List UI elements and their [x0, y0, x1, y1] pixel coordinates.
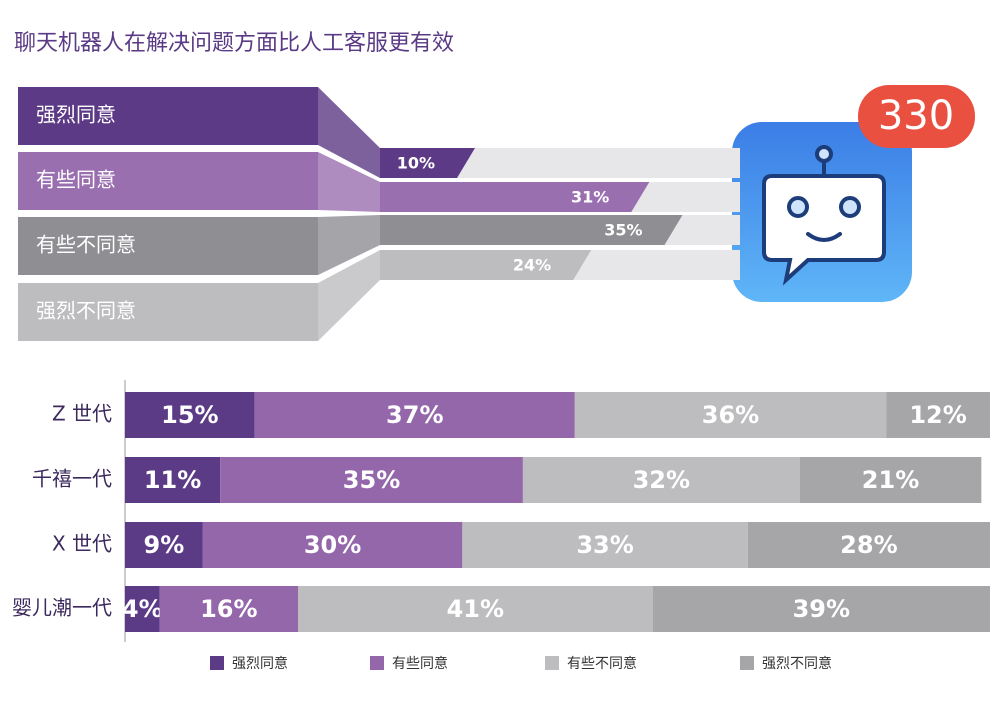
category-box [18, 152, 318, 210]
legend-label: 强烈不同意 [762, 655, 832, 672]
segment [462, 522, 748, 568]
category-label: Z 世代 [52, 402, 112, 426]
bar [380, 148, 475, 178]
robot-mouth [806, 232, 842, 242]
segment [799, 457, 982, 503]
segment [254, 392, 575, 438]
legend-swatch [370, 656, 384, 670]
connector [318, 87, 380, 178]
title: 聊天机器人在解决问题方面比人工客服更有效 [14, 31, 454, 56]
segment-label: 36% [702, 401, 759, 429]
segment-label: 16% [200, 595, 257, 623]
bar [380, 215, 683, 245]
legend-swatch [740, 656, 754, 670]
badge-count: 330 [878, 93, 954, 139]
category-label: 婴儿潮一代 [12, 596, 112, 620]
category-label: 千禧一代 [32, 467, 112, 491]
segment-label: 15% [161, 401, 218, 429]
value-label: 31% [571, 188, 609, 207]
connector [318, 215, 380, 275]
segment-label: 21% [862, 466, 919, 494]
segment [522, 457, 800, 503]
value-label: 10% [397, 154, 435, 173]
segment [202, 522, 463, 568]
segment [220, 457, 523, 503]
category-label: 有些同意 [36, 168, 116, 192]
badge [858, 85, 975, 148]
connector [318, 152, 380, 212]
segment [125, 522, 203, 568]
category-label: 强烈不同意 [36, 299, 136, 323]
segment-label: 30% [304, 531, 361, 559]
category-label: X 世代 [52, 532, 112, 556]
category-box [18, 217, 318, 275]
segment-label: 12% [909, 401, 966, 429]
segment-label: 4% [122, 595, 163, 623]
category-label: 强烈同意 [36, 103, 116, 127]
value-label: 35% [604, 221, 642, 240]
robot-icon [732, 122, 912, 302]
segment-label: 35% [343, 466, 400, 494]
segment [652, 586, 990, 632]
segment-label: 32% [633, 466, 690, 494]
segment-label: 28% [840, 531, 897, 559]
segment [574, 392, 887, 438]
segment [298, 586, 653, 632]
segment [886, 392, 990, 438]
segment-label: 41% [447, 595, 504, 623]
segment [159, 586, 298, 632]
segment-label: 11% [144, 466, 201, 494]
segment [125, 586, 160, 632]
segment-label: 33% [576, 531, 633, 559]
segment-label: 39% [793, 595, 850, 623]
legend-label: 强烈同意 [232, 655, 288, 672]
bar [380, 182, 650, 212]
legend-label: 有些同意 [392, 655, 448, 672]
segment [747, 522, 990, 568]
segment [125, 457, 221, 503]
legend-swatch [545, 656, 559, 670]
connector [318, 250, 380, 341]
bar [380, 250, 592, 280]
segment-label: 37% [386, 401, 443, 429]
value-label: 24% [513, 256, 551, 275]
legend-swatch [210, 656, 224, 670]
category-box [18, 87, 318, 145]
antenna-tip [815, 145, 833, 163]
robot-eye [839, 196, 861, 218]
segment-label: 9% [144, 531, 185, 559]
robot-eye [787, 196, 809, 218]
category-box [18, 283, 318, 341]
legend-label: 有些不同意 [567, 655, 637, 672]
segment [125, 392, 255, 438]
category-label: 有些不同意 [36, 233, 136, 257]
